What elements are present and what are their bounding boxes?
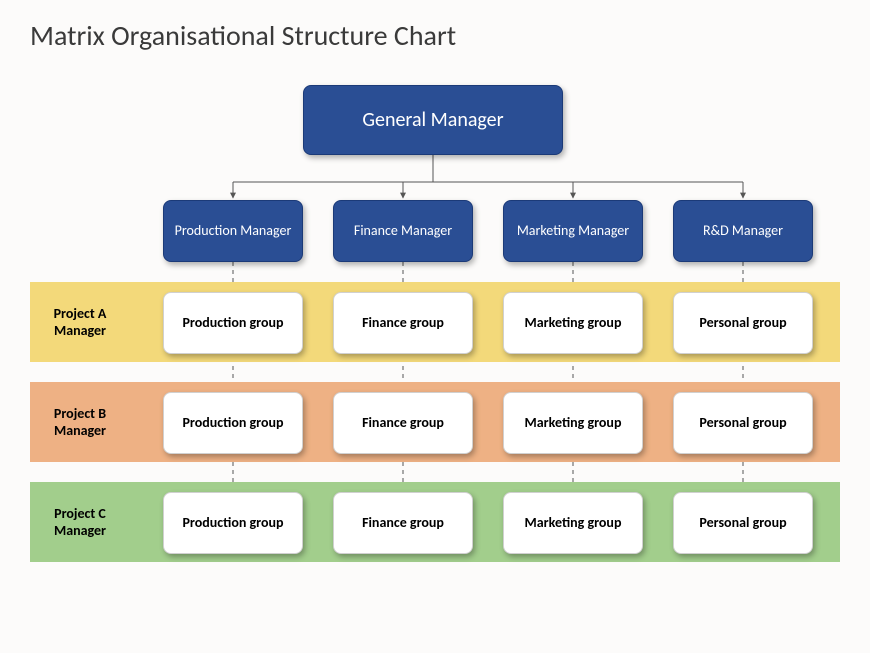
group-node-r1-c3: Personal group [673, 392, 813, 454]
group-node-r1-c1: Finance group [333, 392, 473, 454]
column-manager-node-2: Marketing Manager [503, 200, 643, 262]
group-node-r2-c3: Personal group [673, 492, 813, 554]
column-manager-node-0: Production Manager [163, 200, 303, 262]
column-manager-node-3: R&D Manager [673, 200, 813, 262]
column-manager-node-1: Finance Manager [333, 200, 473, 262]
project-label-2: Project C Manager [30, 482, 130, 562]
general-manager-node: General Manager [303, 85, 563, 155]
group-node-r0-c2: Marketing group [503, 292, 643, 354]
group-node-r0-c0: Production group [163, 292, 303, 354]
group-node-r2-c2: Marketing group [503, 492, 643, 554]
org-chart: Project A Manager Project B Manager Projec… [0, 70, 870, 650]
project-label-0: Project A Manager [30, 282, 130, 362]
group-node-r2-c1: Finance group [333, 492, 473, 554]
group-node-r0-c3: Personal group [673, 292, 813, 354]
page-title: Matrix Organisational Structure Chart [30, 18, 456, 53]
group-node-r2-c0: Production group [163, 492, 303, 554]
group-node-r0-c1: Finance group [333, 292, 473, 354]
project-label-1: Project B Manager [30, 382, 130, 462]
group-node-r1-c0: Production group [163, 392, 303, 454]
group-node-r1-c2: Marketing group [503, 392, 643, 454]
